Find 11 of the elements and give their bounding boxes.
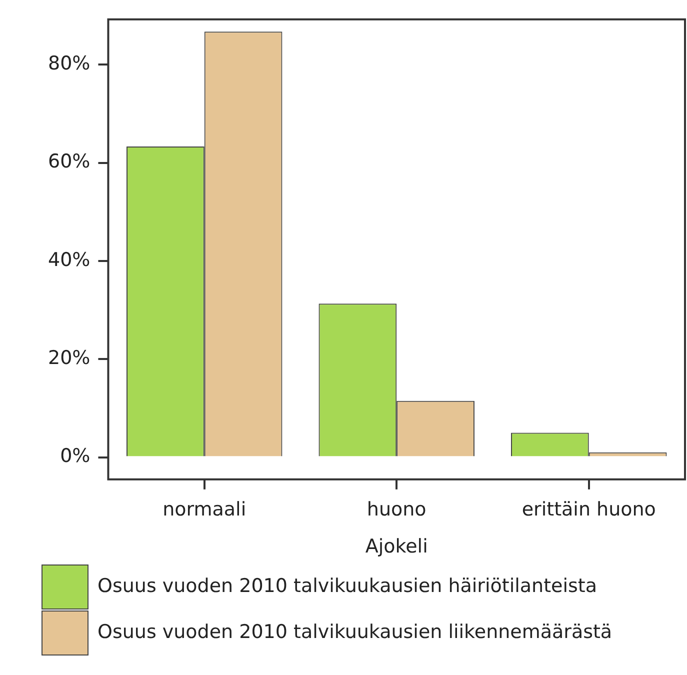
y-tick-label: 80%: [48, 52, 90, 75]
x-tick-label: normaali: [162, 498, 246, 521]
x-axis-title: Ajokeli: [365, 536, 428, 558]
x-tick-label: huono: [366, 498, 426, 521]
legend-label: Osuus vuoden 2010 talvikuukausien häiriötilanteista: [98, 574, 597, 597]
legend-label: Osuus vuoden 2010 talvikuukausien liikennemäärästä: [98, 620, 612, 643]
y-tick-label: 40%: [48, 248, 90, 271]
y-tick-label: 60%: [48, 150, 90, 173]
y-tick-label: 0%: [60, 445, 90, 468]
y-tick-label: 20%: [48, 347, 90, 370]
x-tick-label: erittäin huono: [522, 498, 656, 521]
